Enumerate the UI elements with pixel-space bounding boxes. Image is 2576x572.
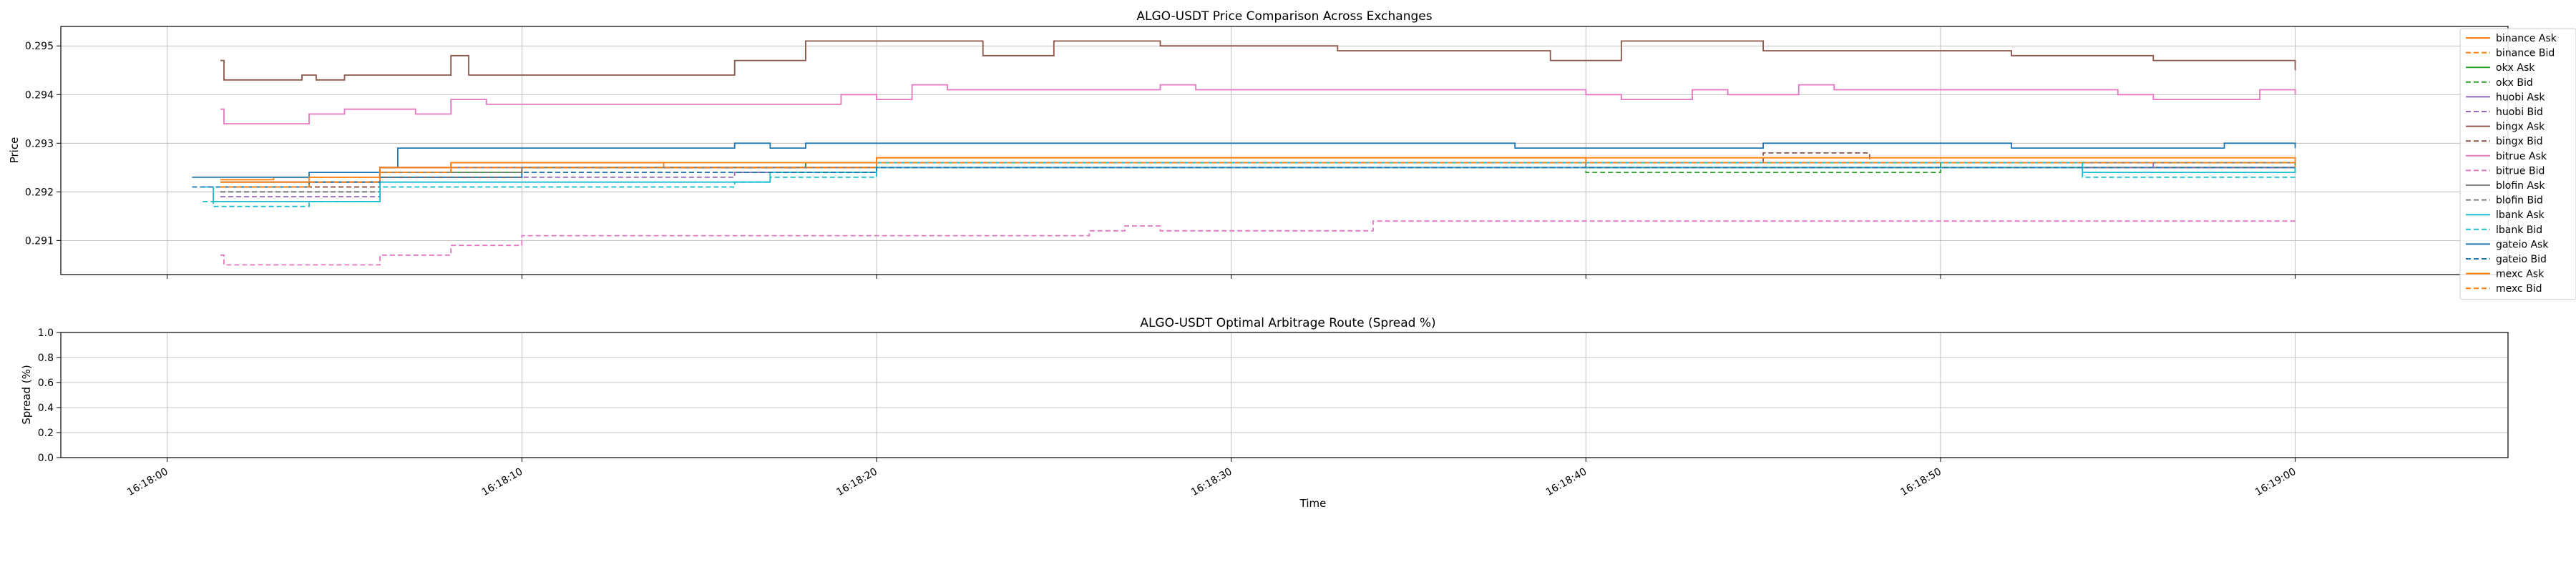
series-line-mexc-ask (220, 157, 2296, 183)
series-line-blofin-bid (220, 162, 2296, 193)
price-chart-series (192, 40, 2296, 266)
spread-chart-y-ticks: 0.0 0.2 0.4 0.6 0.8 1.0 (38, 327, 61, 464)
legend-entry: bingx Bid (2496, 136, 2543, 147)
spread-chart-x-tick-label: 16:18:40 (1544, 466, 1589, 498)
series-line-gateio-bid (192, 167, 2296, 188)
spread-chart-x-tick-label: 16:19:00 (2253, 466, 2298, 498)
price-chart-y-tick-label: 0.293 (25, 138, 54, 149)
price-chart-grid (61, 26, 2508, 275)
series-line-binance-ask (220, 157, 2296, 181)
spread-chart-x-tick-label: 16:18:20 (835, 466, 879, 498)
price-chart-frame (60, 26, 2509, 275)
legend-entry: binance Bid (2496, 48, 2555, 59)
legend-entry: lbank Bid (2496, 225, 2542, 236)
spread-chart-y-tick-label: 0.0 (38, 453, 54, 464)
series-line-bitrue-ask (220, 84, 2296, 125)
legend-entry: mexc Ask (2496, 269, 2545, 280)
legend-entry: blofin Ask (2496, 180, 2545, 192)
series-line-mexc-bid (220, 162, 2296, 188)
spread-chart-x-tick-label: 16:18:50 (1898, 466, 1943, 498)
series-line-okx-bid (220, 167, 2296, 193)
legend-entry: gateio Bid (2496, 254, 2547, 265)
spread-chart-y-label: Spread (%) (20, 365, 33, 425)
legend-entry: okx Ask (2496, 62, 2535, 74)
spread-chart: 0.00.20.40.60.81.0 16:18:00 16:18:10 16:18… (20, 316, 2509, 510)
spread-chart-title: ALGO-USDT Optimal Arbitrage Route (Sprea… (1140, 316, 1435, 330)
legend-entry: lbank Ask (2496, 209, 2545, 221)
legend-entry: bitrue Bid (2496, 165, 2545, 177)
spread-chart-x-tick-label: 16:18:30 (1189, 466, 1234, 498)
price-chart-y-ticks: 0.291 0.292 0.293 0.294 0.295 (25, 41, 61, 247)
legend-entry: huobi Bid (2496, 107, 2543, 118)
price-chart-y-tick-label: 0.294 (25, 89, 54, 101)
price-chart-y-tick-label: 0.295 (25, 41, 54, 52)
legend-entry: bingx Ask (2496, 122, 2545, 133)
series-line-lbank-bid (203, 167, 2296, 207)
series-line-bingx-ask (220, 40, 2296, 81)
price-chart-y-tick-label: 0.291 (25, 235, 54, 247)
spread-chart-y-tick-label: 0.6 (38, 378, 54, 389)
spread-chart-y-tick-label: 0.8 (38, 352, 54, 364)
legend-entry: blofin Bid (2496, 195, 2543, 207)
spread-chart-y-tick-label: 1.0 (38, 327, 54, 339)
legend-entry: huobi Ask (2496, 92, 2545, 103)
spread-chart-frame (60, 332, 2509, 458)
series-line-lbank-ask (203, 162, 2296, 202)
legend-entry: okx Bid (2496, 77, 2533, 89)
price-chart-legend: binance Ask binance Bid okx Ask okx Bid huob… (2459, 28, 2576, 300)
series-line-okx-ask (220, 162, 2296, 188)
spread-chart-y-tick-label: 0.4 (38, 403, 54, 414)
spread-chart-grid (61, 332, 2508, 458)
price-chart-y-label: Price (8, 137, 21, 164)
spread-chart-x-label: Time (1299, 497, 1327, 510)
spread-chart-x-ticks: 16:18:00 16:18:10 16:18:20 16:18:30 16:18:40… (125, 458, 2298, 498)
series-line-gateio-ask (192, 142, 2296, 178)
spread-chart-x-tick-label: 16:18:10 (480, 466, 525, 498)
price-chart-y-tick-label: 0.292 (25, 187, 54, 198)
spread-chart-x-tick-label: 16:18:00 (125, 466, 170, 498)
legend-entry: gateio Ask (2496, 239, 2549, 250)
price-chart-x-tick-marks (167, 275, 2296, 279)
spread-chart-y-tick-label: 0.2 (38, 428, 54, 439)
legend-entry: mexc Bid (2496, 283, 2542, 295)
price-comparison-chart: 0.291 0.292 0.293 0.294 0.295 ALGO-USDT Pric… (8, 9, 2576, 300)
price-chart-title: ALGO-USDT Price Comparison Across Exchan… (1136, 9, 1432, 24)
legend-entry: bitrue Ask (2496, 151, 2547, 162)
legend-entry: binance Ask (2496, 33, 2557, 44)
series-line-bitrue-bid (220, 220, 2296, 266)
